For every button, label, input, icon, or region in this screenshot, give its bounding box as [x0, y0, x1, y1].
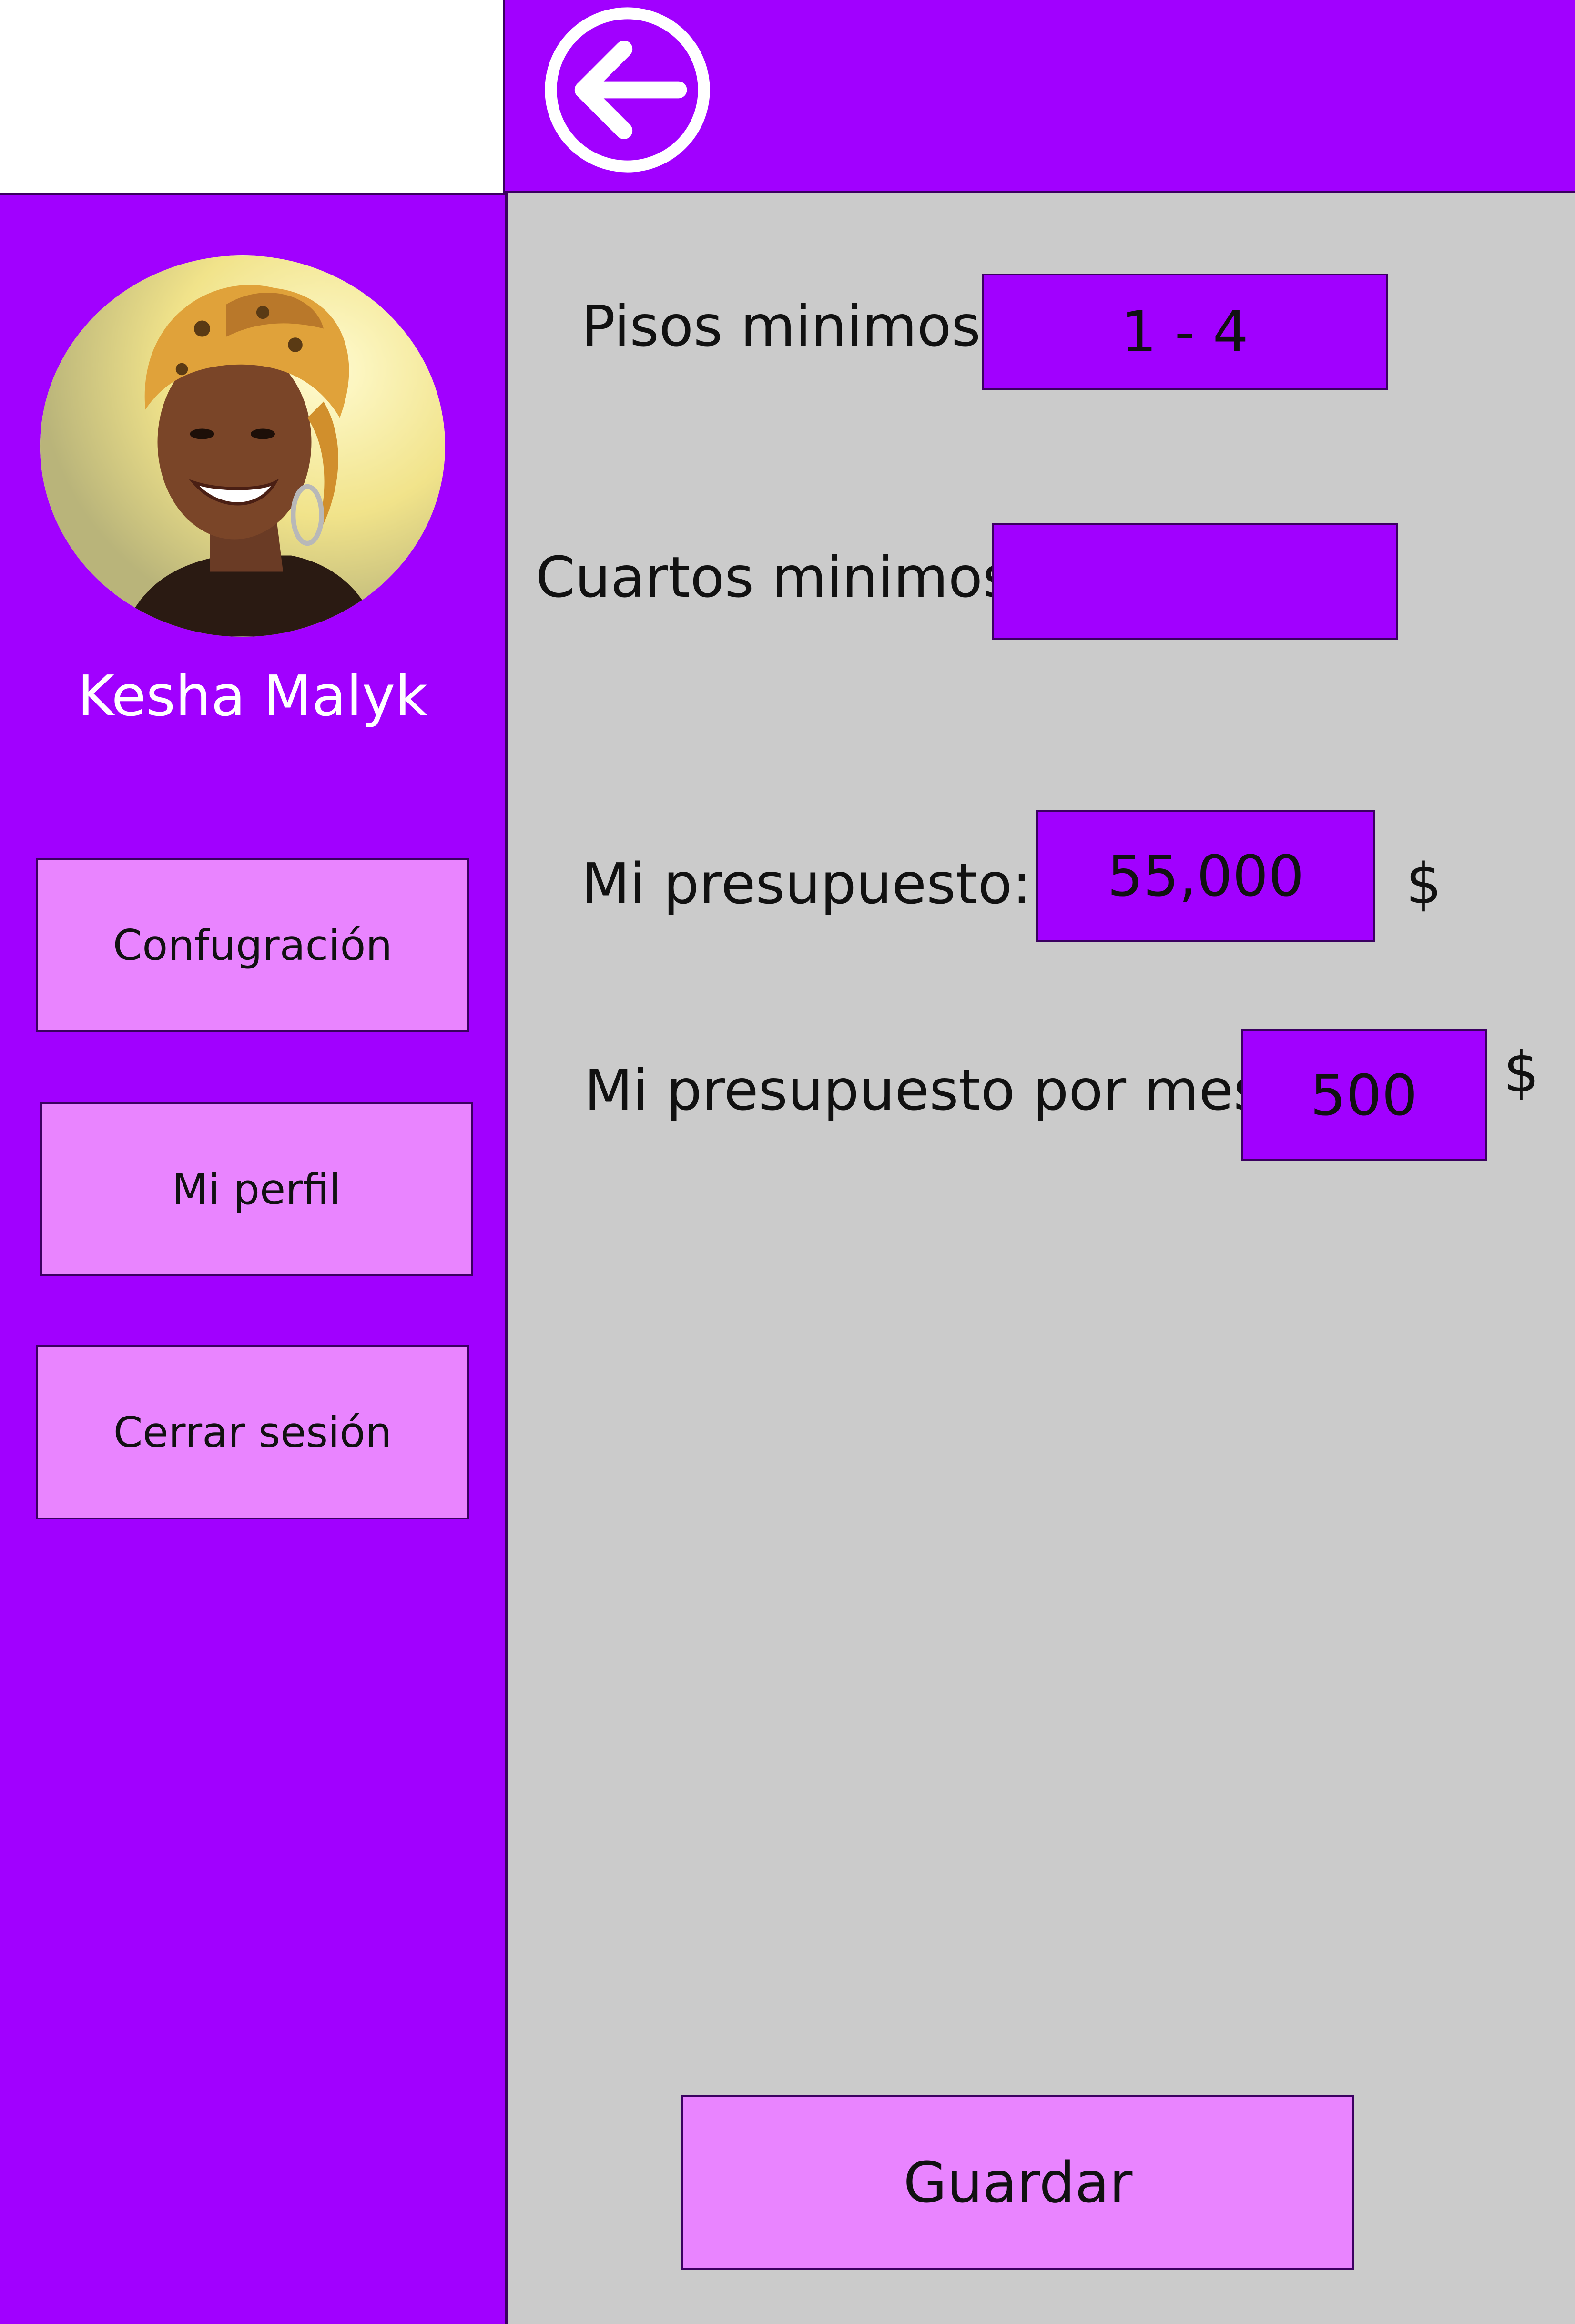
cuartos-label: Cuartos minimos: — [536, 544, 1031, 610]
sidebar-item-label: Confugración — [112, 920, 393, 970]
sidebar-item-cerrar-sesion[interactable]: Cerrar sesión — [36, 1345, 469, 1519]
profile-photo-icon — [40, 255, 445, 637]
arrow-left-circle-icon — [545, 7, 710, 173]
sidebar-item-label: Cerrar sesión — [113, 1407, 392, 1457]
presupuesto-currency: $ — [1406, 851, 1442, 917]
sidebar-item-configuracion[interactable]: Confugración — [36, 858, 469, 1032]
pisos-label: Pisos minimos: — [581, 293, 1000, 359]
presupuesto-input[interactable] — [1036, 810, 1375, 942]
sidebar-item-label: Mi perfil — [172, 1164, 341, 1214]
presupuesto-mes-currency: $ — [1504, 1039, 1540, 1105]
save-button-label: Guardar — [903, 2150, 1133, 2215]
avatar — [40, 255, 445, 637]
back-button[interactable] — [542, 5, 712, 175]
presupuesto-label: Mi presupuesto: — [581, 851, 1031, 917]
presupuesto-mes-input[interactable] — [1241, 1029, 1487, 1161]
sidebar-item-mi-perfil[interactable]: Mi perfil — [40, 1102, 473, 1276]
presupuesto-mes-label: Mi presupuesto por mes: — [584, 1057, 1282, 1123]
user-name: Kesha Malyk — [77, 663, 428, 729]
pisos-input[interactable] — [982, 274, 1388, 390]
main-content — [508, 193, 1575, 2324]
cuartos-input[interactable] — [992, 523, 1398, 640]
save-button[interactable]: Guardar — [681, 2095, 1354, 2270]
